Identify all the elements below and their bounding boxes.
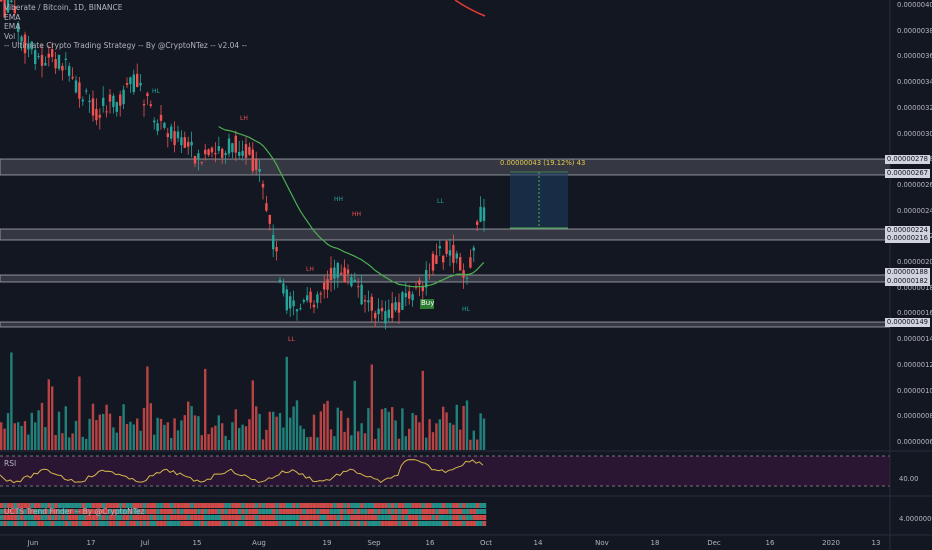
rsi-line <box>0 459 484 484</box>
time-axis-label: 13 <box>871 539 881 547</box>
price-tag: 0.00000216 <box>884 234 930 243</box>
measure-label: 0.00000043 (19.12%) 43 <box>500 159 586 167</box>
swing-label: LL <box>437 198 444 205</box>
time-axis-label: Jul <box>140 539 150 547</box>
symbol-title[interactable]: Viberate / Bitcoin, 1D, BINANCE <box>4 3 123 12</box>
ema-legend-2[interactable]: EMA <box>4 22 21 32</box>
support-resistance-zones <box>0 158 891 328</box>
ema-long-line <box>454 0 486 17</box>
swing-labels: LH HL LL HH LH HH HL LL <box>152 88 471 343</box>
time-axis-label: 17 <box>86 539 96 547</box>
swing-label: LL <box>288 336 295 343</box>
rsi-title[interactable]: RSI <box>4 459 17 468</box>
time-axis-label: Aug <box>252 539 266 547</box>
candlestick-series <box>0 0 486 330</box>
time-axis-label: 16 <box>425 539 435 547</box>
buy-signal <box>420 299 434 309</box>
swing-label: LH <box>306 266 314 273</box>
chart-legend: Viberate / Bitcoin, 1D, BINANCE EMA EMA … <box>4 3 247 51</box>
time-axis-label: 14 <box>533 539 543 547</box>
time-axis-label: Sep <box>367 539 381 547</box>
price-tag: 0.00000149 <box>884 318 930 327</box>
swing-label: HL <box>152 88 161 95</box>
trend-title[interactable]: UCTS Trend Finder -- By @CryptoNTez <box>4 507 145 516</box>
time-axis-label: Dec <box>707 539 721 547</box>
swing-label: HH <box>352 211 361 218</box>
price-tag: 0.00000182 <box>884 277 930 286</box>
time-axis-label: 2020 <box>822 539 840 547</box>
trend-finder-series <box>0 503 487 526</box>
rsi-axis-value: 40.00 <box>899 475 919 483</box>
time-axis-label: 19 <box>322 539 332 547</box>
swing-label: LH <box>240 115 248 122</box>
swing-label: HL <box>462 306 471 313</box>
rsi-pane <box>0 456 890 486</box>
price-tag: 0.00000278 <box>884 155 930 164</box>
time-axis-label: Jun <box>27 539 39 547</box>
price-tag: 0.00000267 <box>884 169 930 178</box>
ema-line <box>218 126 485 288</box>
time-axis-label: Oct <box>479 539 493 547</box>
trend-axis-value: 4.00000000 <box>899 515 932 523</box>
price-tag: 0.00000224 <box>884 226 930 235</box>
swing-label: HH <box>334 196 343 203</box>
time-axis-label: 15 <box>192 539 202 547</box>
volume-series <box>0 352 486 450</box>
time-axis-label: 16 <box>765 539 775 547</box>
time-axis-label: 18 <box>650 539 660 547</box>
ema-legend-1[interactable]: EMA <box>4 12 21 22</box>
buy-label: Buy <box>421 299 435 307</box>
time-axis-label: Nov <box>595 539 609 547</box>
strategy-legend[interactable]: -- Ultimate Crypto Trading Strategy -- B… <box>4 41 247 51</box>
price-tag: 0.00000188 <box>884 268 930 277</box>
vol-legend[interactable]: Vol <box>4 31 16 41</box>
